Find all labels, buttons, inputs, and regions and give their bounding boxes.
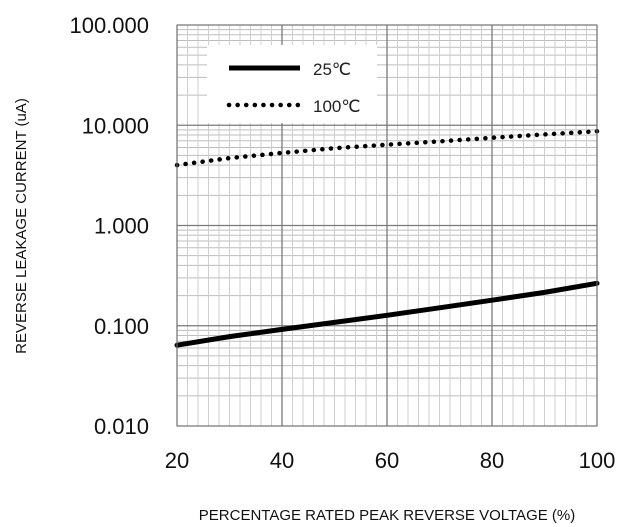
- x-axis-label: PERCENTAGE RATED PEAK REVERSE VOLTAGE (%…: [199, 507, 575, 524]
- series-layer: [174, 129, 600, 348]
- legend: 25℃ 100℃: [207, 45, 377, 123]
- y-axis-label: REVERSE LEAKAGE CURRENT (uA): [13, 98, 30, 354]
- y-tick-label: 10.000: [82, 113, 149, 138]
- x-tick-label: 100: [579, 448, 616, 473]
- x-tick-label: 80: [480, 448, 504, 473]
- y-tick-label: 0.010: [94, 414, 149, 439]
- series-line-100c: [174, 129, 600, 168]
- y-tick-labels: 0.010 0.100 1.000 10.000 100.000: [69, 13, 149, 439]
- legend-box: [207, 45, 377, 123]
- series-line-25c: [174, 280, 600, 348]
- y-tick-label: 0.100: [94, 314, 149, 339]
- x-tick-label: 60: [375, 448, 399, 473]
- legend-label-25c: 25℃: [313, 60, 351, 79]
- x-tick-label: 20: [165, 448, 189, 473]
- y-tick-label: 1.000: [94, 214, 149, 239]
- y-tick-label: 100.000: [69, 13, 149, 38]
- x-tick-label: 40: [270, 448, 294, 473]
- x-tick-labels: 20 40 60 80 100: [165, 448, 616, 473]
- plot-frame: [176, 24, 598, 427]
- legend-label-100c: 100℃: [313, 97, 360, 116]
